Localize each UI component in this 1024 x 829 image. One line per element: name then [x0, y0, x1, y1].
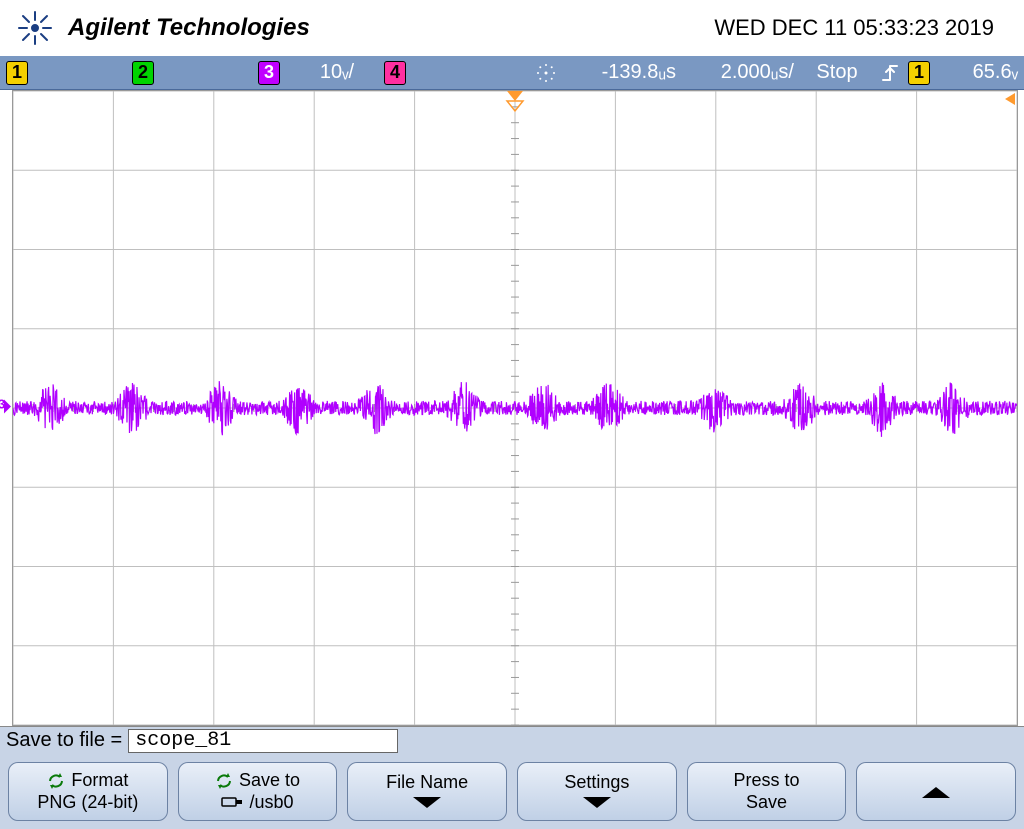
softkey-3[interactable]: File Name	[347, 762, 507, 821]
save-to-file-row: Save to file =	[0, 726, 1024, 754]
softkey-bar: FormatPNG (24-bit)Save to/usb0File NameS…	[0, 754, 1024, 829]
timebase-value: 2.000ᵤs/	[684, 61, 794, 84]
brand-name: Agilent Technologies	[68, 14, 310, 42]
channel-2-badge[interactable]: 2	[132, 61, 154, 85]
filename-input[interactable]	[128, 729, 398, 753]
delay-value: -139.8ᵤs	[566, 61, 676, 84]
timebase-icon	[534, 61, 558, 85]
brand: Agilent Technologies	[12, 8, 310, 48]
channel-toolbar: 1 2 3 10ᵥ/4 -139.8ᵤs 2.000ᵤs/ Stop 1 65.6ᵥ	[0, 56, 1024, 90]
run-state: Stop	[802, 61, 872, 84]
timestamp: WED DEC 11 05:33:23 2019	[714, 15, 994, 41]
channel-3-scale: 10ᵥ/	[290, 61, 384, 84]
trigger-level: 65.6ᵥ	[938, 61, 1018, 84]
brand-logo-icon	[12, 8, 58, 48]
softkey-6[interactable]	[856, 762, 1016, 821]
plot-grid	[12, 90, 1018, 726]
waveform-area: 3	[0, 90, 1024, 726]
softkey-4[interactable]: Settings	[517, 762, 677, 821]
channel-1-badge[interactable]: 1	[6, 61, 28, 85]
trigger-slope-icon	[880, 62, 900, 84]
header: Agilent Technologies WED DEC 11 05:33:23…	[0, 0, 1024, 56]
trigger-source-badge: 1	[908, 61, 930, 85]
save-label: Save to file =	[6, 729, 122, 752]
softkey-2[interactable]: Save to/usb0	[178, 762, 338, 821]
softkey-1[interactable]: FormatPNG (24-bit)	[8, 762, 168, 821]
channel-ground-marker: 3	[0, 397, 12, 420]
channel-4-badge[interactable]: 4	[384, 61, 406, 85]
softkey-5[interactable]: Press toSave	[687, 762, 847, 821]
channel-3-badge[interactable]: 3	[258, 61, 280, 85]
